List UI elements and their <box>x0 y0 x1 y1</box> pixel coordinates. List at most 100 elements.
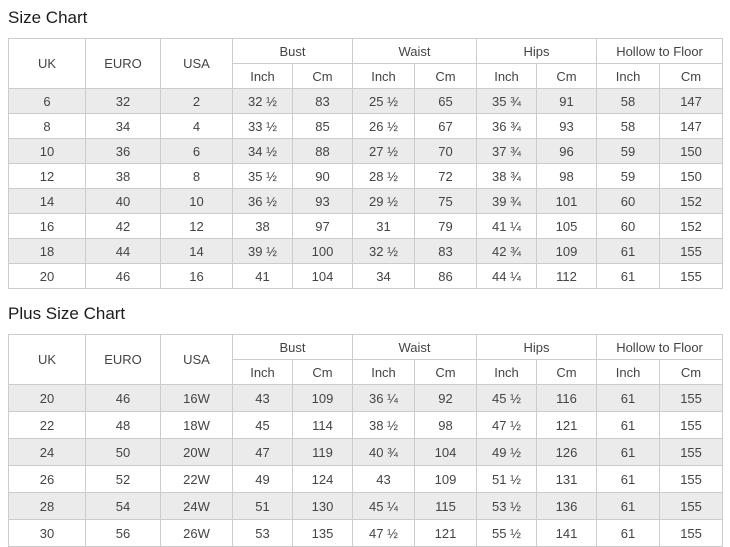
table-cell: 116 <box>536 384 598 412</box>
table-cell: 47 ½ <box>476 411 538 439</box>
table-cell: 39 ½ <box>232 238 293 264</box>
table-cell: 101 <box>536 188 598 214</box>
header-row-groups: UK EURO USA Bust Waist Hips Hollow to Floor <box>8 334 724 385</box>
table-cell: 36 ¾ <box>476 113 538 139</box>
table-cell: 34 <box>85 113 161 139</box>
table-cell: 98 <box>414 411 478 439</box>
table-cell: 8 <box>160 163 233 189</box>
table-cell: 136 <box>536 492 598 520</box>
table-cell: 83 <box>414 238 478 264</box>
table-cell: 130 <box>291 492 354 520</box>
table-cell: 22W <box>160 465 233 493</box>
unit-header: Cm <box>536 63 598 89</box>
table-cell: 56 <box>85 519 161 547</box>
table-body: 6 32 2 32 ½ 83 25 ½ 65 35 ¾ 91 58 147 8 34 4 33 ½ 85 26 … <box>8 88 724 289</box>
table-cell: 112 <box>536 263 598 289</box>
plus-size-chart-table: UK EURO USA Bust Waist Hips Hollow to Floor Inc… <box>8 334 724 547</box>
table-cell: 152 <box>659 213 724 239</box>
table-cell: 12 <box>8 163 86 189</box>
table-row: 16 42 12 38 97 31 79 41 ¼ 105 60 152 <box>8 213 724 239</box>
table-cell: 96 <box>536 138 598 164</box>
table-cell: 60 <box>596 213 661 239</box>
table-cell: 79 <box>414 213 478 239</box>
table-row: 30 56 26W 53 135 47 ½ 121 55 ½ 141 61 155 <box>8 519 724 547</box>
table-cell: 135 <box>291 519 354 547</box>
unit-header: Cm <box>291 359 354 385</box>
table-cell: 42 ¾ <box>476 238 538 264</box>
table-cell: 10 <box>160 188 233 214</box>
table-cell: 59 <box>596 163 661 189</box>
unit-header: Cm <box>414 359 478 385</box>
table-cell: 51 ½ <box>476 465 538 493</box>
table-cell: 155 <box>659 519 724 547</box>
table-cell: 47 <box>232 438 293 466</box>
table-cell: 54 <box>85 492 161 520</box>
table-cell: 16W <box>160 384 233 412</box>
table-cell: 30 <box>8 519 86 547</box>
table-cell: 38 ¾ <box>476 163 538 189</box>
table-cell: 49 <box>232 465 293 493</box>
table-cell: 70 <box>414 138 478 164</box>
table-cell: 61 <box>596 384 661 412</box>
table-cell: 155 <box>659 411 724 439</box>
table-cell: 31 <box>352 213 416 239</box>
table-cell: 36 <box>85 138 161 164</box>
group-header: Bust <box>231 334 354 360</box>
table-cell: 61 <box>596 238 661 264</box>
table-cell: 61 <box>596 263 661 289</box>
table-cell: 97 <box>291 213 354 239</box>
table-cell: 155 <box>659 384 724 412</box>
table-cell: 86 <box>414 263 478 289</box>
table-cell: 121 <box>536 411 598 439</box>
table-cell: 61 <box>596 519 661 547</box>
table-cell: 41 ¼ <box>476 213 538 239</box>
table-cell: 90 <box>291 163 354 189</box>
table-cell: 24 <box>8 438 86 466</box>
table-cell: 36 ½ <box>232 188 293 214</box>
table-cell: 38 <box>85 163 161 189</box>
column-header: EURO <box>85 334 161 385</box>
table-cell: 46 <box>85 263 161 289</box>
column-header: EURO <box>85 38 161 89</box>
table-cell: 119 <box>291 438 354 466</box>
group-header: Hips <box>476 38 598 64</box>
table-cell: 28 <box>8 492 86 520</box>
table-body: 20 46 16W 43 109 36 ¼ 92 45 ½ 116 61 155 22 48 18W 45 1… <box>8 384 724 547</box>
table-cell: 50 <box>85 438 161 466</box>
table-cell: 65 <box>414 88 478 114</box>
unit-header: Cm <box>659 63 724 89</box>
table-cell: 46 <box>85 384 161 412</box>
table-cell: 26 <box>8 465 86 493</box>
table-row: 20 46 16 41 104 34 86 44 ¼ 112 61 155 <box>8 263 724 289</box>
table-row: 14 40 10 36 ½ 93 29 ½ 75 39 ¾ 101 60 152 <box>8 188 724 214</box>
table-cell: 18 <box>8 238 86 264</box>
table-cell: 155 <box>659 492 724 520</box>
table-cell: 20W <box>160 438 233 466</box>
table-cell: 20 <box>8 384 86 412</box>
table-cell: 12 <box>160 213 233 239</box>
table-row: 24 50 20W 47 119 40 ¾ 104 49 ½ 126 61 155 <box>8 438 724 466</box>
group-header: Hollow to Floor <box>596 38 724 64</box>
column-header: USA <box>160 334 233 385</box>
table-cell: 109 <box>536 238 598 264</box>
table-cell: 83 <box>291 88 354 114</box>
unit-header: Inch <box>596 359 661 385</box>
table-cell: 8 <box>8 113 86 139</box>
table-cell: 10 <box>8 138 86 164</box>
table-cell: 61 <box>596 411 661 439</box>
size-chart-table: UK EURO USA Bust Waist Hips Hollow to Floor Inc… <box>8 38 724 289</box>
table-cell: 29 ½ <box>352 188 416 214</box>
table-cell: 98 <box>536 163 598 189</box>
table-cell: 75 <box>414 188 478 214</box>
table-cell: 33 ½ <box>232 113 293 139</box>
table-cell: 152 <box>659 188 724 214</box>
table-cell: 60 <box>596 188 661 214</box>
header-row-units: Inch Cm Inch Cm Inch Cm Inch Cm <box>8 63 724 89</box>
table-cell: 131 <box>536 465 598 493</box>
table-cell: 150 <box>659 163 724 189</box>
table-cell: 150 <box>659 138 724 164</box>
table-cell: 32 <box>85 88 161 114</box>
table-cell: 28 ½ <box>352 163 416 189</box>
table-row: 10 36 6 34 ½ 88 27 ½ 70 37 ¾ 96 59 150 <box>8 138 724 164</box>
